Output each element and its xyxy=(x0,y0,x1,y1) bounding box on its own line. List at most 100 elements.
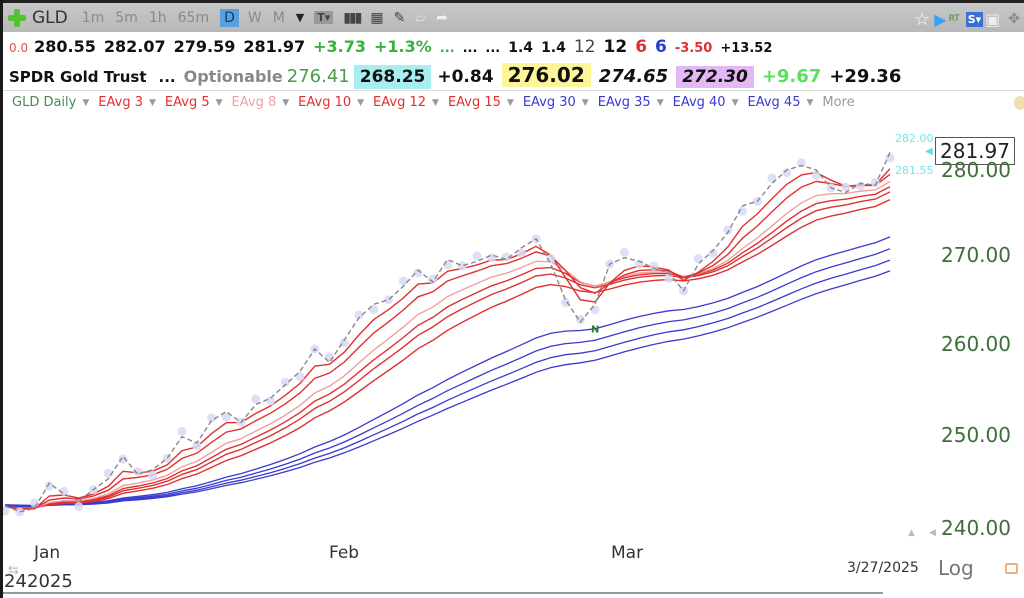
interval-weekly[interactable]: W xyxy=(247,9,262,26)
value-4: 12 xyxy=(603,37,628,57)
price-dot xyxy=(59,486,69,496)
add-symbol-icon[interactable] xyxy=(8,8,26,27)
value-p3: +0.84 xyxy=(437,67,494,87)
price-dot xyxy=(472,251,482,261)
interval-1m[interactable]: 1m xyxy=(81,9,105,26)
toolbar: GLD 1m 5m 1h 65m D W M ▼ T▾ ▮▮▮ ▦ ✎ ▱ ➦ … xyxy=(3,0,1024,32)
s-dropdown-icon[interactable]: S▾ xyxy=(965,11,984,27)
value-p5: 274.65 xyxy=(598,66,669,87)
high-price: 282.07 xyxy=(103,37,166,56)
interval-monthly[interactable]: M xyxy=(272,9,285,26)
price-dot xyxy=(74,502,84,512)
security-name: SPDR Gold Trust xyxy=(9,68,147,86)
chevron-down-icon[interactable]: ▼ xyxy=(282,97,290,108)
name-ellipsis[interactable]: ... xyxy=(158,68,176,86)
series-line xyxy=(4,191,891,509)
price-dot xyxy=(3,506,10,516)
price-dot xyxy=(339,338,349,348)
series-line xyxy=(4,186,891,509)
interval-daily[interactable]: D xyxy=(220,8,239,27)
legend-eavg-40[interactable]: EAvg 40 xyxy=(672,95,726,110)
last-price-box: 281.97 xyxy=(935,137,1015,165)
legend-eavg-3[interactable]: EAvg 3 xyxy=(98,95,143,110)
price-dot xyxy=(118,454,128,464)
x-tick-feb: Feb xyxy=(329,543,360,563)
value-3: 12 xyxy=(573,37,596,57)
interval-5m[interactable]: 5m xyxy=(115,9,138,26)
chevron-down-icon[interactable]: ▼ xyxy=(148,97,156,108)
chevron-down-icon[interactable]: ▼ xyxy=(357,97,365,108)
price-dot xyxy=(885,153,895,163)
log-scale-toggle[interactable]: Log xyxy=(938,556,974,580)
star-icon[interactable]: ☆ xyxy=(914,8,931,30)
price-dot xyxy=(398,276,408,286)
lock-icon[interactable] xyxy=(1005,563,1018,574)
series-line xyxy=(4,270,891,508)
legend-eavg-30[interactable]: EAvg 30 xyxy=(522,95,576,110)
y-tick-240: 240.00 xyxy=(941,516,1011,540)
x-tick-jan: Jan xyxy=(34,543,61,563)
price-dot xyxy=(738,206,747,216)
value-6: 6 xyxy=(655,37,667,57)
pencil-icon[interactable]: ✎ xyxy=(393,9,406,26)
interval-1h[interactable]: 1h xyxy=(148,9,167,26)
legend-eavg-35[interactable]: EAvg 35 xyxy=(597,95,651,110)
symbol-label[interactable]: GLD xyxy=(32,7,68,28)
chevron-down-icon[interactable]: ▼ xyxy=(506,97,514,108)
save-icon[interactable]: ▣ xyxy=(985,9,1001,29)
price-dot xyxy=(649,261,659,271)
value-8: +13.52 xyxy=(720,41,773,56)
price-chart[interactable]: N xyxy=(3,120,933,540)
flag-icon[interactable]: ▶ xyxy=(934,9,947,29)
chevron-down-icon[interactable]: ▼ xyxy=(656,97,664,108)
chevron-down-icon[interactable]: ▼ xyxy=(581,97,589,108)
text-tool-icon[interactable]: T▾ xyxy=(314,11,334,24)
add-grid-icon[interactable]: ▦ xyxy=(370,9,384,26)
bottom-border xyxy=(3,592,883,594)
legend-more[interactable]: More xyxy=(822,95,855,110)
value-5: 6 xyxy=(635,37,648,57)
value-p4: 276.02 xyxy=(501,63,591,87)
price-dot xyxy=(177,426,187,436)
optionable-label: Optionable xyxy=(183,67,283,86)
move-icon[interactable]: ✥ xyxy=(1008,11,1020,27)
folder-icon[interactable]: ▱ xyxy=(415,9,427,26)
change-small: 0.0 xyxy=(9,41,29,55)
chevron-down-icon[interactable]: ▼ xyxy=(215,97,223,108)
share-arrow-icon[interactable]: ➦ xyxy=(436,9,448,26)
scroll-up-icon[interactable]: ▲ xyxy=(908,528,915,538)
legend-gld-daily[interactable]: GLD Daily xyxy=(12,95,77,110)
price-dot xyxy=(811,170,821,180)
interval-65m[interactable]: 65m xyxy=(177,9,210,26)
header-divider xyxy=(3,90,1024,91)
chevron-down-icon[interactable]: ▼ xyxy=(806,97,814,108)
series-line xyxy=(4,198,891,509)
legend-eavg-15[interactable]: EAvg 15 xyxy=(447,95,501,110)
chevron-down-icon[interactable]: ▼ xyxy=(82,97,90,108)
price-dot xyxy=(369,305,379,315)
cyan-high-label: 282.00 xyxy=(895,132,934,145)
globe-icon[interactable] xyxy=(1014,96,1024,110)
chevron-down-icon[interactable]: ▼ xyxy=(731,97,739,108)
legend-eavg-8[interactable]: EAvg 8 xyxy=(231,95,277,110)
legend-eavg-5[interactable]: EAvg 5 xyxy=(164,95,210,110)
series-line xyxy=(4,248,891,507)
chevron-down-icon[interactable]: ▼ xyxy=(432,97,439,108)
scroll-left-icon[interactable]: ◀ xyxy=(929,528,936,538)
series-line xyxy=(4,152,891,513)
value-p7: +9.67 xyxy=(761,66,822,87)
price-dot xyxy=(207,413,216,423)
rt-icon[interactable]: RT xyxy=(948,14,960,24)
pct-change: +1.3% xyxy=(373,37,432,56)
price-dot xyxy=(280,377,290,387)
legend-eavg-12[interactable]: EAvg 12 xyxy=(373,95,427,110)
scroll-arrows-icon[interactable]: ⇆ xyxy=(8,563,19,578)
interval-dropdown-icon[interactable]: ▼ xyxy=(295,11,305,24)
legend-eavg-10[interactable]: EAvg 10 xyxy=(298,95,352,110)
quote-row-2: SPDR Gold Trust ... Optionable 276.41 26… xyxy=(3,63,1024,89)
price-dot xyxy=(295,372,305,382)
year-label: 2025 xyxy=(27,571,73,592)
ellipsis-3: ... xyxy=(485,41,501,56)
legend-eavg-45[interactable]: EAvg 45 xyxy=(747,95,801,110)
bar-chart-icon[interactable]: ▮▮▮ xyxy=(343,9,362,26)
